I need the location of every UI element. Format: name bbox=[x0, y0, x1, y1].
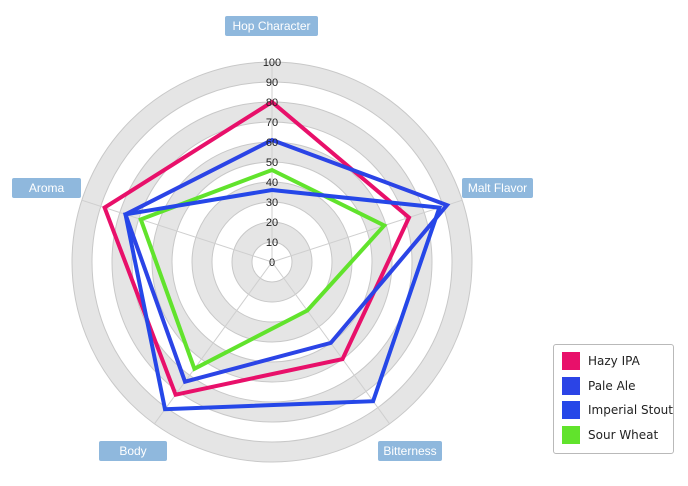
series-pale-ale-polygon bbox=[123, 137, 451, 385]
legend-item[interactable]: Pale Ale bbox=[562, 376, 636, 396]
axis-labels: Hop Character Malt Flavor Bitterness Body Ar… bbox=[12, 16, 533, 461]
spoke-line bbox=[81, 199, 273, 263]
series-hazy-ipa-polygon bbox=[102, 99, 412, 398]
legend: Hazy IPA Pale Ale Imperial Stout Sour Wheat bbox=[553, 344, 674, 454]
tick-label: 70 bbox=[266, 117, 278, 129]
legend-label: Imperial Stout bbox=[588, 403, 673, 417]
tick-label: 60 bbox=[266, 137, 278, 149]
legend-item[interactable]: Sour Wheat bbox=[562, 425, 658, 445]
svg-text:Bitterness: Bitterness bbox=[383, 444, 436, 458]
tick-label: 0 bbox=[269, 257, 275, 269]
legend-swatch bbox=[562, 352, 580, 370]
axis-label-aroma: Aroma bbox=[12, 178, 81, 198]
axis-label-malt-flavor: Malt Flavor bbox=[462, 178, 533, 198]
svg-text:Hop Character: Hop Character bbox=[232, 19, 310, 33]
svg-text:Malt Flavor: Malt Flavor bbox=[468, 181, 527, 195]
tick-label: 30 bbox=[266, 197, 278, 209]
legend-swatch bbox=[562, 425, 580, 444]
tick-label: 40 bbox=[266, 177, 278, 189]
spoke-line bbox=[154, 261, 273, 425]
axis-label-bitterness: Bitterness bbox=[378, 441, 442, 461]
series-layer bbox=[102, 99, 451, 412]
spoke-line bbox=[271, 199, 463, 263]
legend-swatch bbox=[562, 376, 580, 395]
legend-swatch bbox=[562, 401, 580, 419]
legend-item[interactable]: Hazy IPA bbox=[562, 351, 640, 371]
svg-text:Aroma: Aroma bbox=[29, 181, 65, 195]
series-sour-wheat-polygon bbox=[138, 167, 388, 372]
legend-item[interactable]: Imperial Stout bbox=[562, 400, 673, 420]
axis-label-body: Body bbox=[99, 441, 167, 461]
tick-labels: 0 10 20 30 40 50 60 70 80 90 100 bbox=[263, 57, 281, 269]
legend-label: Pale Ale bbox=[588, 378, 636, 393]
tick-label: 50 bbox=[266, 157, 278, 169]
svg-text:Body: Body bbox=[119, 444, 146, 458]
tick-label: 90 bbox=[266, 77, 278, 89]
tick-label: 80 bbox=[266, 97, 278, 109]
legend-label: Hazy IPA bbox=[588, 354, 640, 368]
legend-label: Sour Wheat bbox=[588, 427, 659, 442]
axis-label-hop-character: Hop Character bbox=[225, 16, 318, 36]
tick-label: 20 bbox=[266, 217, 278, 229]
series-imperial-stout-polygon bbox=[123, 187, 443, 412]
tick-label: 100 bbox=[263, 57, 281, 69]
tick-label: 10 bbox=[266, 237, 278, 249]
